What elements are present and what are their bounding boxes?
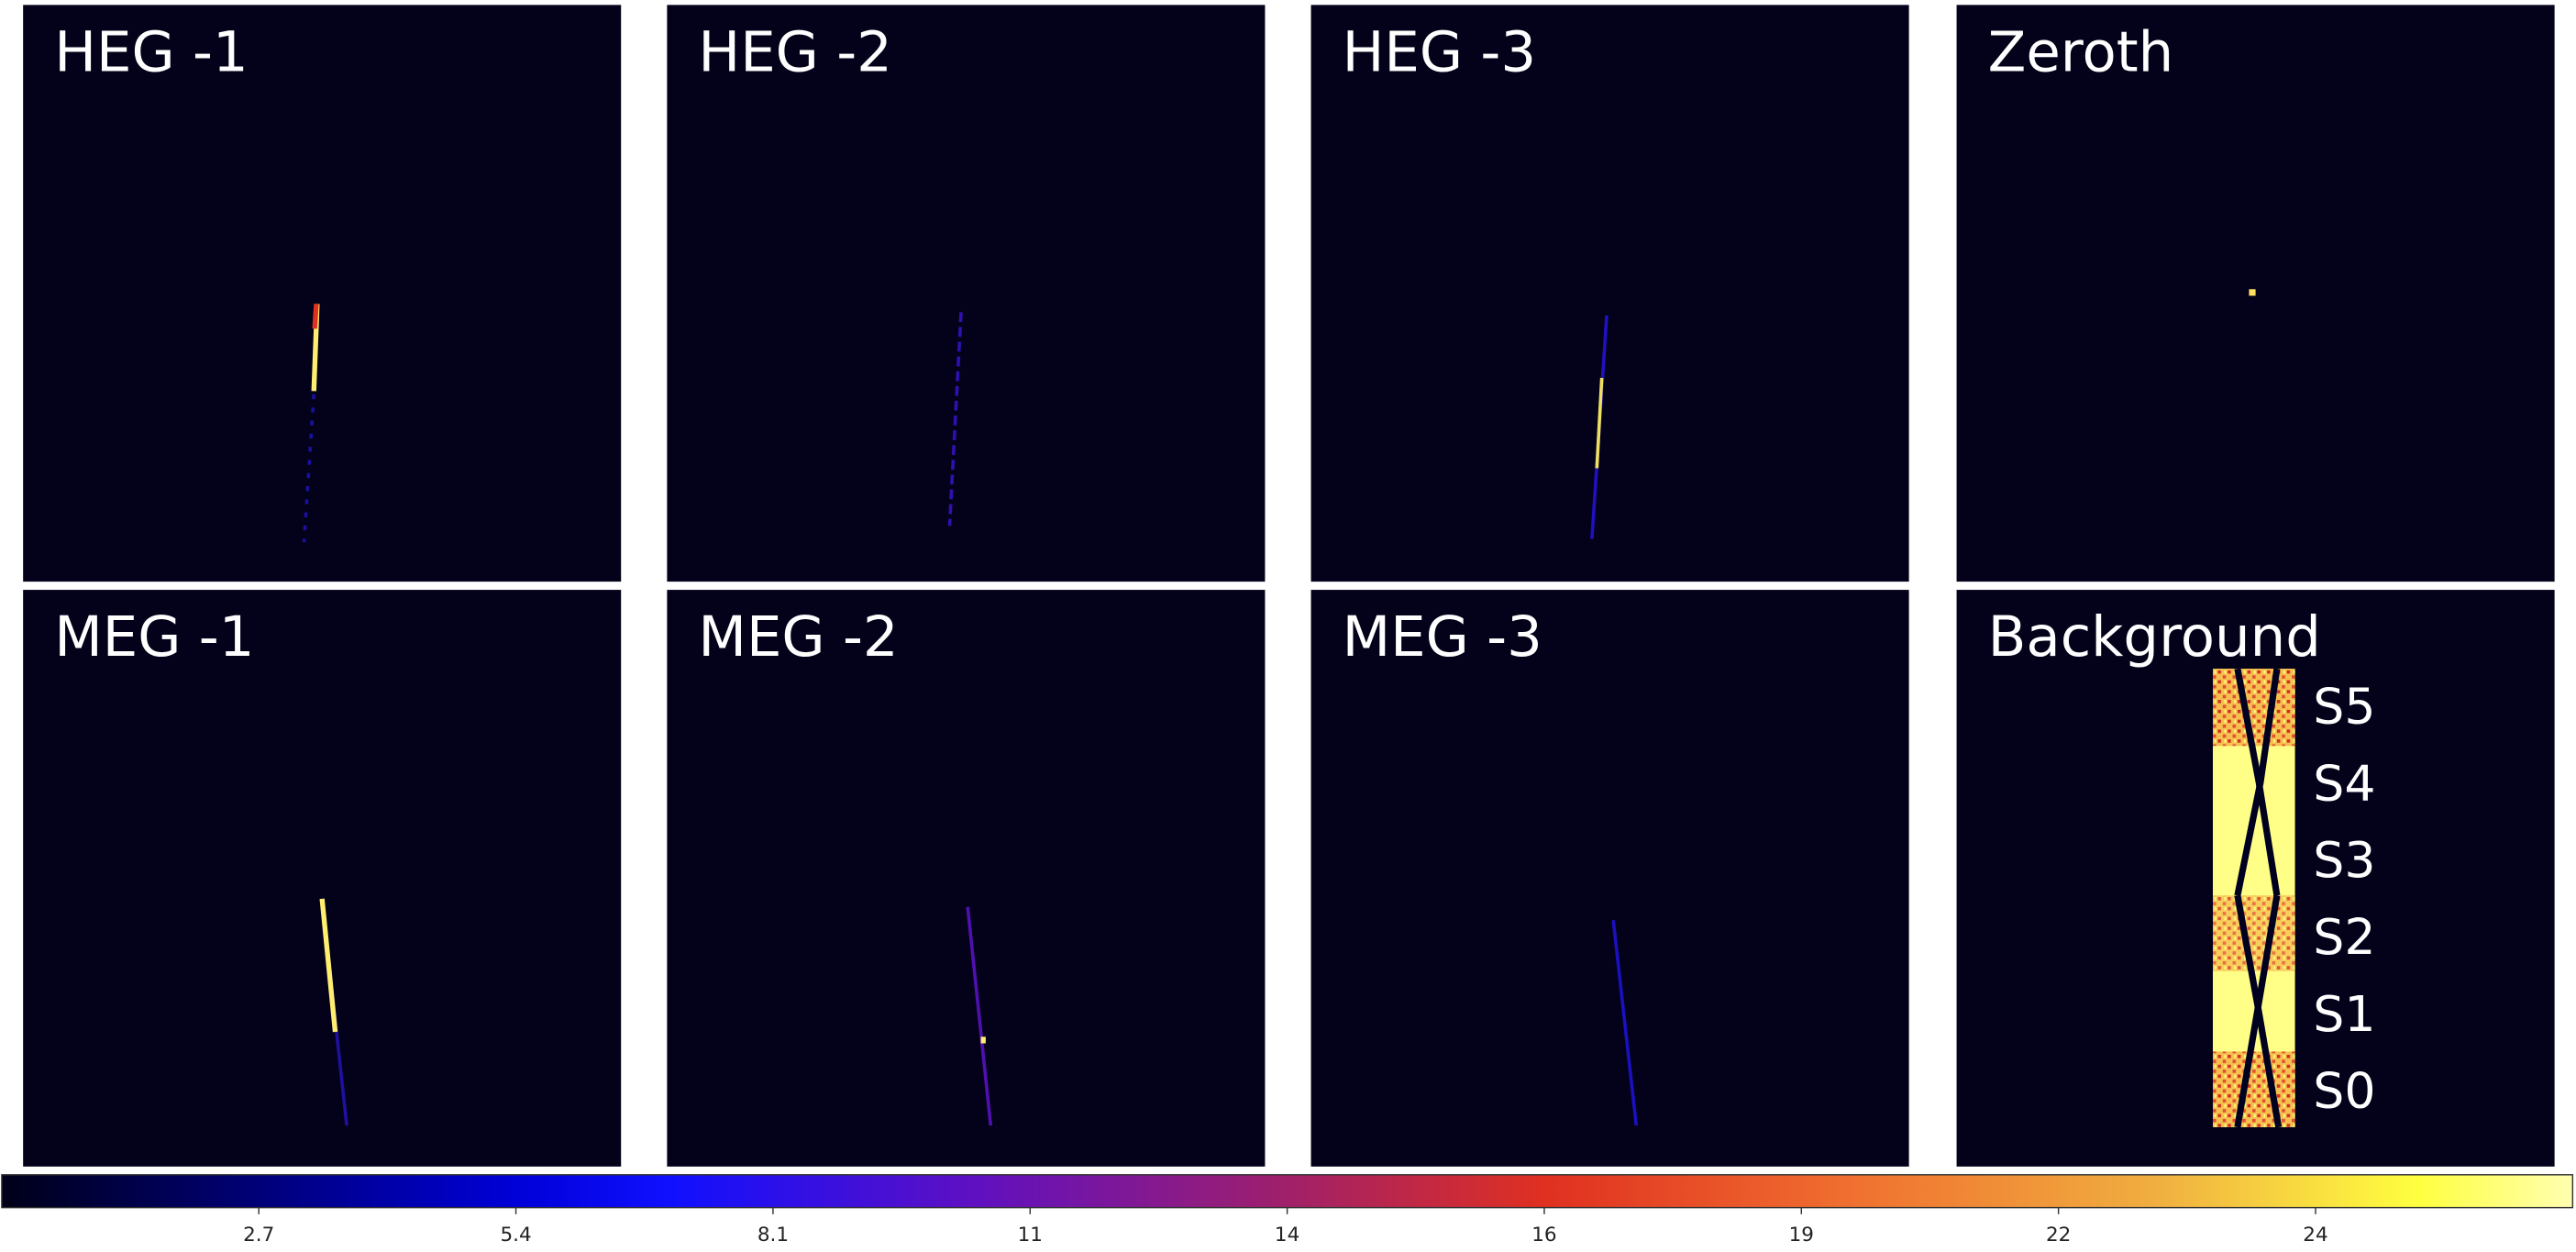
tick-label: 19 bbox=[1789, 1224, 1814, 1246]
panel bbox=[1310, 590, 1909, 1167]
tick-label: 22 bbox=[2046, 1224, 2071, 1246]
spectra bbox=[302, 289, 2256, 1126]
tick-label: 2.7 bbox=[243, 1224, 274, 1246]
tick-label: 11 bbox=[1018, 1224, 1043, 1246]
panel bbox=[667, 5, 1266, 582]
background-image bbox=[2213, 668, 2295, 1128]
streak bbox=[312, 304, 319, 329]
chip bbox=[2213, 669, 2295, 747]
gap bbox=[2234, 668, 2281, 896]
colorbar bbox=[1, 1174, 2574, 1209]
panel-title: HEG -3 bbox=[1343, 19, 1537, 84]
streak bbox=[319, 898, 338, 1033]
tick-label: 16 bbox=[1531, 1224, 1556, 1246]
panel bbox=[23, 590, 622, 1167]
panels: HEG -1 HEG -2 HEG -3 Zeroth MEG -1 MEG -2 MEG … bbox=[23, 5, 2555, 1167]
colorbar-ticks: 2.7 5.4 8.1 11 14 16 19 22 24 bbox=[243, 1207, 2328, 1246]
chip-label: S2 bbox=[2313, 908, 2375, 966]
streak bbox=[1595, 377, 1604, 469]
panel bbox=[23, 5, 622, 582]
panel-title: MEG -3 bbox=[1343, 604, 1542, 670]
streak bbox=[1611, 919, 1639, 1126]
panel-title: MEG -2 bbox=[698, 604, 898, 670]
gap bbox=[2234, 894, 2281, 1128]
chip-label: S0 bbox=[2313, 1062, 2375, 1120]
tick-label: 5.4 bbox=[500, 1224, 531, 1246]
panel-title: Zeroth bbox=[1988, 19, 2174, 84]
panel-title: Background bbox=[1988, 604, 2321, 670]
chip-label: S4 bbox=[2313, 754, 2375, 812]
chip bbox=[2213, 1051, 2295, 1127]
chip-label: S5 bbox=[2313, 677, 2375, 735]
panel-title: HEG -2 bbox=[698, 19, 892, 84]
chip-label: S1 bbox=[2313, 985, 2375, 1043]
zeroth-spot bbox=[2249, 289, 2256, 296]
chip bbox=[2213, 895, 2295, 971]
panel-title: HEG -1 bbox=[54, 19, 249, 84]
tick-label: 8.1 bbox=[757, 1224, 789, 1246]
panel-title: MEG -1 bbox=[54, 604, 254, 670]
tick-label: 24 bbox=[2303, 1224, 2327, 1246]
chip-labels: S5 S4 S3 S2 S1 S0 bbox=[2313, 677, 2375, 1119]
tick-label: 14 bbox=[1275, 1224, 1299, 1246]
streak bbox=[947, 312, 963, 526]
chip-label: S3 bbox=[2313, 831, 2375, 889]
streak bbox=[980, 1036, 986, 1044]
panel bbox=[667, 590, 1266, 1167]
streak bbox=[966, 906, 993, 1126]
panel bbox=[1310, 5, 1909, 582]
